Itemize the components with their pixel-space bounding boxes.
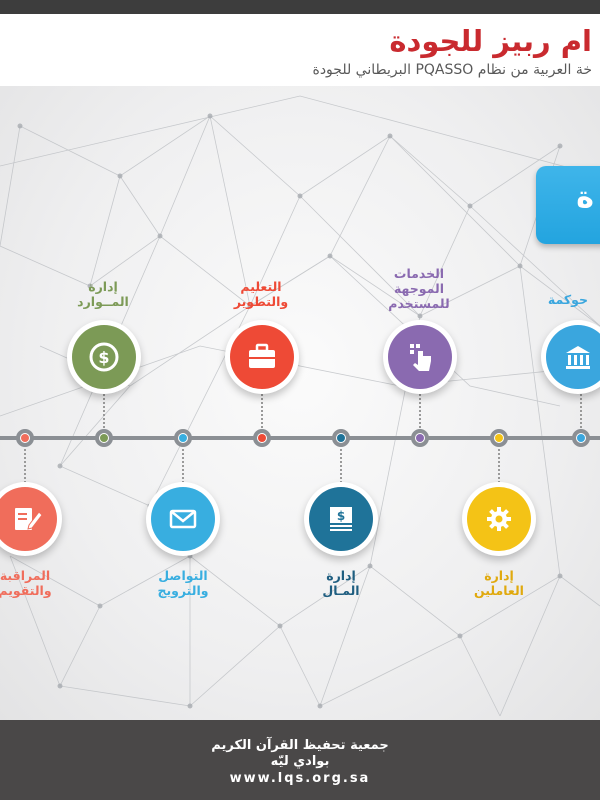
connector-stem: [24, 449, 28, 483]
infographic-stage: ة إدارة المــوارد $ التعليم والتطوير: [0, 86, 600, 720]
banner-text: ة: [576, 180, 594, 215]
bank-building-icon: [566, 346, 590, 369]
learning-label: التعليم والتطوير: [233, 279, 289, 309]
org-name-line1: جمعية تحفيظ القرآن الكريم: [211, 738, 389, 753]
connector-stem: [340, 449, 344, 483]
services-node: [383, 320, 457, 394]
page-title: ام ربيز للجودة: [389, 24, 592, 58]
banknote-icon: $: [330, 507, 352, 531]
timeline-dot: [332, 429, 350, 447]
timeline-line: [0, 436, 600, 440]
top-bar: [0, 0, 600, 14]
communication-node: [146, 482, 220, 556]
dollar-coin-icon: $: [89, 342, 119, 372]
resources-node: $: [67, 320, 141, 394]
communication-label: التواصل والترويج: [157, 568, 209, 598]
timeline-dot: [95, 429, 113, 447]
svg-text:$: $: [98, 348, 109, 367]
finance-label: إدارة المـال: [322, 568, 360, 598]
touch-hand-icon: [410, 344, 431, 371]
connector-stem: [103, 394, 107, 428]
section-banner: ة: [536, 166, 600, 244]
connector-stem: [580, 394, 584, 428]
governance-label: حوكمة: [547, 292, 588, 307]
org-name-line2: بوادي ليّه: [270, 754, 330, 769]
timeline-dot: [490, 429, 508, 447]
gear-icon: [487, 507, 511, 531]
website-link[interactable]: www.lqs.org.sa: [229, 771, 371, 786]
monitoring-node: [0, 482, 62, 556]
network-background: [0, 95, 600, 717]
svg-text:$: $: [337, 509, 345, 523]
edit-document-icon: [15, 508, 43, 530]
resources-label: إدارة المــوارد: [77, 279, 129, 309]
timeline-dot: [253, 429, 271, 447]
connector-stem: [498, 449, 502, 483]
staff-node: [462, 482, 536, 556]
timeline-dot: [411, 429, 429, 447]
briefcase-icon: [249, 343, 275, 368]
footer: جمعية تحفيظ القرآن الكريم بوادي ليّه www…: [0, 720, 600, 800]
connector-stem: [182, 449, 186, 483]
timeline-dot: [572, 429, 590, 447]
services-label: الخدمات الموجهة للمستخدم: [388, 266, 450, 311]
monitoring-label: المراقبة والتقويم: [0, 568, 52, 598]
envelope-icon: [169, 509, 197, 529]
finance-node: $: [304, 482, 378, 556]
governance-node: [541, 320, 600, 394]
learning-node: [225, 320, 299, 394]
header: ام ربيز للجودة خة العربية من نظام PQASSO…: [0, 14, 600, 86]
connector-stem: [419, 394, 423, 428]
page-subtitle: خة العربية من نظام PQASSO البريطاني للجو…: [312, 62, 592, 78]
staff-label: إدارة العاملين: [474, 568, 524, 598]
timeline-dot: [174, 429, 192, 447]
connector-stem: [261, 394, 265, 428]
timeline-dot: [16, 429, 34, 447]
